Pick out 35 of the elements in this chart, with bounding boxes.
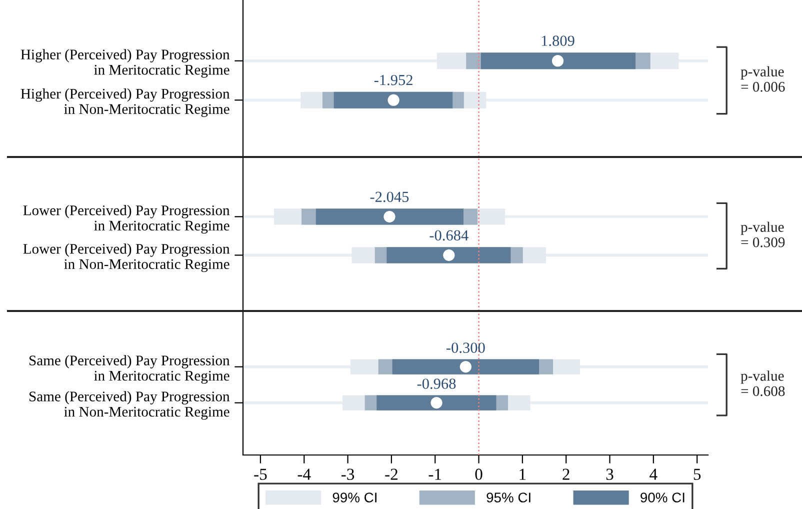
y-tick-label: Higher (Perceived) Pay Progression in Meritocratic Regime [20, 49, 230, 78]
bar [334, 92, 453, 108]
y-tick-label: Same (Perceived) Pay Progression in Non-Meritocratic Regime [29, 391, 230, 420]
bar [376, 395, 496, 410]
bar [316, 208, 464, 225]
legend-label: 99% CI [332, 492, 376, 502]
bar [386, 247, 511, 264]
data-label: -2.045 [370, 192, 409, 202]
x-tick-label: 0 [475, 468, 482, 480]
x-tick-label: 4 [650, 468, 658, 480]
x-tick-label: -4 [298, 468, 311, 480]
x-tick-label: 1 [520, 468, 526, 480]
data-label: -0.300 [446, 342, 485, 353]
x-tick-label: -5 [254, 468, 267, 480]
x-tick-label: 2 [562, 468, 570, 480]
text: p-value = 0.309 [740, 222, 785, 248]
legend-label: 90% CI [640, 492, 684, 502]
text: p-value = 0.006 [740, 66, 785, 92]
y-tick-label: Lower (Perceived) Pay Progression in Non-Meritocratic Regime [23, 244, 230, 272]
x-tick-label: -2 [385, 468, 398, 480]
bar [480, 52, 636, 70]
x-tick-label: 5 [694, 468, 701, 480]
legend-label: 95% CI [486, 492, 530, 502]
y-tick-label: Same (Perceived) Pay Progression in Meritocratic Regime [29, 355, 230, 384]
y-tick-label: Lower (Perceived) Pay Progression in Meritocratic Regime [23, 205, 230, 234]
data-label: -0.968 [417, 378, 456, 389]
x-tick-label: -3 [341, 468, 354, 480]
data-label: 1.809 [542, 36, 574, 46]
data-label: -0.684 [430, 230, 468, 241]
text: p-value = 0.608 [740, 370, 785, 396]
x-tick-label: -1 [428, 468, 442, 480]
y-tick-label: Higher (Perceived) Pay Progression in Non-Meritocratic Regime [20, 88, 230, 117]
bar [392, 359, 540, 374]
data-label: -1.952 [374, 74, 412, 86]
x-tick-label: 3 [606, 468, 614, 480]
